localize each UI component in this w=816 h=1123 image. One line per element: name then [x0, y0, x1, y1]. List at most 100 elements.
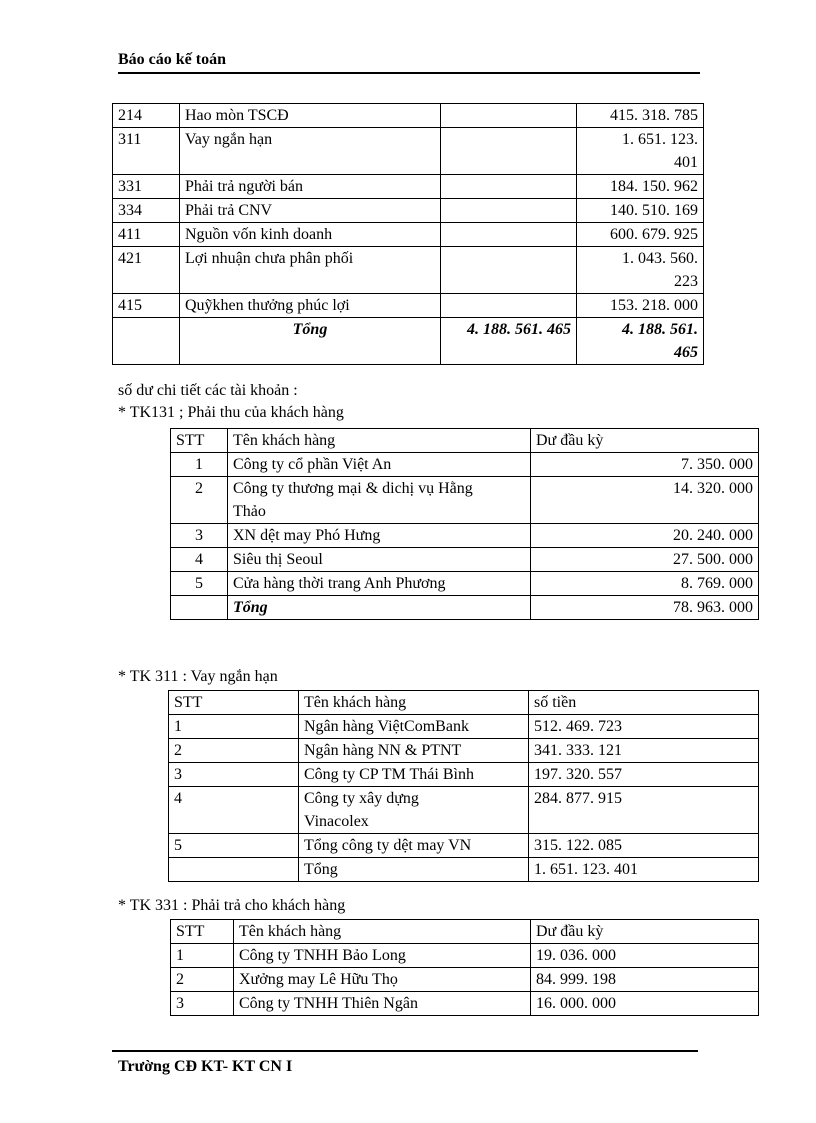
- amount-cell: 415. 318. 785: [576, 103, 704, 128]
- stt-cell: 4: [170, 547, 228, 572]
- account-code-cell: 411: [112, 222, 180, 247]
- customer-name-cell: Cửa hàng thời trang Anh Phương: [227, 571, 531, 596]
- stt-cell: 1: [170, 943, 234, 968]
- amount-cell: 1. 043. 560. 223: [576, 246, 704, 294]
- header-row: STT Tên khách hàng số tiền: [168, 690, 759, 715]
- column-header-amount: Dư đầu kỳ: [530, 919, 759, 944]
- detail-balances-note: số dư chi tiết các tài khoản :: [118, 382, 298, 399]
- customer-name-cell: Tổng công ty dệt may VN: [298, 833, 529, 858]
- table-row: 1 Công ty TNHH Bảo Long 19. 036. 000: [170, 943, 759, 968]
- table-row: 3 Công ty TNHH Thiên Ngân 16. 000. 000: [170, 991, 759, 1016]
- table-row: 4 Siêu thị Seoul 27. 500. 000: [170, 547, 759, 572]
- customer-name-cell: Công ty CP TM Thái Bình: [298, 762, 529, 787]
- stt-cell: 3: [168, 762, 299, 787]
- customer-name-cell: Siêu thị Seoul: [227, 547, 531, 572]
- table-row: 421 Lợi nhuận chưa phân phối 1. 043. 560…: [112, 246, 704, 294]
- tk331-table: STT Tên khách hàng Dư đầu kỳ 1 Công ty T…: [170, 919, 759, 1016]
- total-label: Tổng: [227, 595, 531, 620]
- empty-amount-cell: [440, 174, 577, 199]
- table-row: 2 Công ty thương mại & dichị vụ Hằng Thả…: [170, 476, 759, 524]
- column-header-stt: STT: [170, 428, 228, 453]
- table-row: 334 Phải trả CNV 140. 510. 169: [112, 198, 704, 223]
- amount-cell: 197. 320. 557: [528, 762, 759, 787]
- account-name-cell: Phải trả người bán: [179, 174, 441, 199]
- stt-cell: 3: [170, 991, 234, 1016]
- empty-amount-cell: [440, 293, 577, 318]
- total-label: Tổng: [179, 317, 441, 365]
- stt-cell: 1: [170, 452, 228, 477]
- customer-name-cell: Công ty TNHH Bảo Long: [233, 943, 531, 968]
- total-row: Tổng 78. 963. 000: [170, 595, 759, 620]
- stt-cell: 4: [168, 786, 299, 834]
- tk311-table: STT Tên khách hàng số tiền 1 Ngân hàng V…: [168, 690, 759, 882]
- table-row: 2 Ngân hàng NN & PTNT 341. 333. 121: [168, 738, 759, 763]
- total-amount-cell: 1. 651. 123. 401: [528, 857, 759, 882]
- customer-name-cell: Công ty TNHH Thiên Ngân: [233, 991, 531, 1016]
- table-row: 411 Nguồn vốn kinh doanh 600. 679. 925: [112, 222, 704, 247]
- customer-name-cell: Xưởng may Lê Hữu Thọ: [233, 967, 531, 992]
- amount-cell: 600. 679. 925: [576, 222, 704, 247]
- account-code-cell: 311: [112, 127, 180, 175]
- amount-cell: 140. 510. 169: [576, 198, 704, 223]
- account-code-cell: 421: [112, 246, 180, 294]
- total-row: Tổng 1. 651. 123. 401: [168, 857, 759, 882]
- amount-cell: 341. 333. 121: [528, 738, 759, 763]
- empty-cell: [170, 595, 228, 620]
- stt-cell: 3: [170, 523, 228, 548]
- table-row: 5 Tổng công ty dệt may VN 315. 122. 085: [168, 833, 759, 858]
- header-row: STT Tên khách hàng Dư đầu kỳ: [170, 919, 759, 944]
- header-row: STT Tên khách hàng Dư đầu kỳ: [170, 428, 759, 453]
- table-row: 214 Hao mòn TSCĐ 415. 318. 785: [112, 103, 704, 128]
- summary-account-table: 214 Hao mòn TSCĐ 415. 318. 785 311 Vay n…: [112, 103, 704, 365]
- table-row: 1 Ngân hàng ViệtComBank 512. 469. 723: [168, 714, 759, 739]
- empty-amount-cell: [440, 198, 577, 223]
- column-header-stt: STT: [170, 919, 234, 944]
- page-header: Báo cáo kế toán: [118, 50, 700, 74]
- account-name-cell: Nguồn vốn kinh doanh: [179, 222, 441, 247]
- empty-cell: [168, 857, 299, 882]
- customer-name-cell: XN dệt may Phó Hưng: [227, 523, 531, 548]
- page-footer: Trường CĐ KT- KT CN I: [112, 1050, 698, 1077]
- customer-name-cell: Ngân hàng NN & PTNT: [298, 738, 529, 763]
- section-title-tk131: * TK131 ; Phải thu của khách hàng: [118, 404, 344, 421]
- amount-cell: 14. 320. 000: [530, 476, 759, 524]
- table-row: 415 Quỹkhen thưởng phúc lợi 153. 218. 00…: [112, 293, 704, 318]
- total-amount-cell: 4. 188. 561. 465: [440, 317, 577, 365]
- account-name-cell: Hao mòn TSCĐ: [179, 103, 441, 128]
- table-row: 2 Xưởng may Lê Hữu Thọ 84. 999. 198: [170, 967, 759, 992]
- customer-name-cell: Công ty thương mại & dichị vụ Hằng Thảo: [227, 476, 531, 524]
- amount-cell: 27. 500. 000: [530, 547, 759, 572]
- account-name-cell: Phải trả CNV: [179, 198, 441, 223]
- total-amount-cell: 78. 963. 000: [530, 595, 759, 620]
- empty-amount-cell: [440, 222, 577, 247]
- page-title: Báo cáo kế toán: [118, 51, 226, 68]
- amount-cell: 153. 218. 000: [576, 293, 704, 318]
- account-name-cell: Vay ngắn hạn: [179, 127, 441, 175]
- table-row: 5 Cửa hàng thời trang Anh Phương 8. 769.…: [170, 571, 759, 596]
- stt-cell: 2: [170, 476, 228, 524]
- amount-cell: 7. 350. 000: [530, 452, 759, 477]
- table-row: 3 Công ty CP TM Thái Bình 197. 320. 557: [168, 762, 759, 787]
- amount-cell: 84. 999. 198: [530, 967, 759, 992]
- stt-cell: 5: [168, 833, 299, 858]
- empty-amount-cell: [440, 103, 577, 128]
- total-row: Tổng 4. 188. 561. 465 4. 188. 561. 465: [112, 317, 704, 365]
- column-header-customer: Tên khách hàng: [227, 428, 531, 453]
- section-title-tk311: * TK 311 : Vay ngắn hạn: [118, 668, 278, 685]
- account-code-cell: 334: [112, 198, 180, 223]
- tk131-table: STT Tên khách hàng Dư đầu kỳ 1 Công ty c…: [170, 428, 759, 620]
- table-row: 331 Phải trả người bán 184. 150. 962: [112, 174, 704, 199]
- account-code-cell: 331: [112, 174, 180, 199]
- customer-name-cell: Công ty xây dựng Vinacolex: [298, 786, 529, 834]
- amount-cell: 1. 651. 123. 401: [576, 127, 704, 175]
- amount-cell: 19. 036. 000: [530, 943, 759, 968]
- total-label: Tổng: [298, 857, 529, 882]
- stt-cell: 1: [168, 714, 299, 739]
- customer-name-cell: Công ty cổ phần Việt An: [227, 452, 531, 477]
- stt-cell: 5: [170, 571, 228, 596]
- account-code-cell: 214: [112, 103, 180, 128]
- account-name-cell: Quỹkhen thưởng phúc lợi: [179, 293, 441, 318]
- account-code-cell: 415: [112, 293, 180, 318]
- amount-cell: 8. 769. 000: [530, 571, 759, 596]
